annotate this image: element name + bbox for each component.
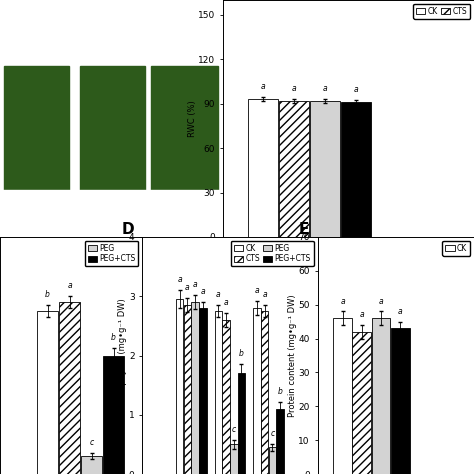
Bar: [222, 320, 230, 474]
Bar: [80, 66, 145, 209]
Text: a: a: [255, 286, 259, 295]
Legend: CK, CTS, PEG, PEG+CTS: CK, CTS, PEG, PEG+CTS: [231, 241, 314, 266]
Text: a: a: [263, 290, 267, 299]
Bar: [149, 190, 220, 218]
Text: a: a: [201, 287, 205, 296]
Bar: [215, 311, 222, 474]
Y-axis label: Chlorophyll b (mg•g⁻¹ DW): Chlorophyll b (mg•g⁻¹ DW): [118, 299, 128, 412]
Bar: [183, 305, 191, 474]
Bar: [276, 409, 284, 474]
Legend: CK, CTS: CK, CTS: [413, 4, 470, 19]
Text: c: c: [270, 429, 274, 438]
Y-axis label: Protein content (mg•g⁻¹ DW): Protein content (mg•g⁻¹ DW): [288, 294, 297, 417]
Bar: [81, 456, 102, 474]
Bar: [103, 356, 124, 474]
Bar: [59, 302, 80, 474]
Text: a: a: [398, 307, 402, 316]
Text: a: a: [67, 282, 72, 290]
Bar: [199, 308, 207, 474]
Text: E: E: [299, 222, 309, 237]
Text: b: b: [111, 333, 116, 342]
Text: b: b: [239, 349, 244, 358]
Bar: [4, 66, 69, 209]
Text: PEG: PEG: [102, 214, 120, 223]
Text: a: a: [216, 290, 220, 299]
Text: a: a: [193, 280, 197, 289]
Bar: [310, 101, 340, 237]
Text: a: a: [185, 283, 190, 292]
Bar: [2, 190, 71, 218]
Bar: [333, 318, 352, 474]
Bar: [248, 99, 278, 237]
Text: a: a: [359, 310, 364, 319]
Bar: [353, 332, 371, 474]
Text: c: c: [90, 438, 94, 447]
Text: b: b: [45, 290, 50, 299]
Text: a: a: [261, 82, 265, 91]
Legend: PEG, PEG+CTS: PEG, PEG+CTS: [84, 241, 138, 266]
Text: CTS: CTS: [31, 214, 49, 223]
Legend: CK: CK: [442, 241, 470, 256]
Bar: [37, 311, 58, 474]
Text: b: b: [278, 387, 283, 396]
Text: a: a: [292, 83, 296, 92]
Text: PEG+CTS: PEG+CTS: [161, 214, 204, 223]
Text: a: a: [353, 85, 358, 94]
Bar: [372, 318, 391, 474]
Bar: [391, 328, 410, 474]
Bar: [341, 102, 371, 237]
Text: a: a: [379, 297, 383, 306]
Bar: [152, 66, 219, 209]
Text: a: a: [224, 298, 228, 307]
Text: D: D: [121, 222, 134, 237]
Bar: [176, 299, 183, 474]
Bar: [191, 302, 199, 474]
Bar: [78, 190, 147, 218]
Bar: [253, 308, 261, 474]
Bar: [238, 374, 245, 474]
Text: a: a: [177, 275, 182, 284]
Bar: [230, 445, 237, 474]
Y-axis label: RWC (%): RWC (%): [188, 100, 197, 137]
Bar: [279, 101, 309, 237]
Text: c: c: [232, 425, 236, 434]
Text: a: a: [340, 297, 345, 306]
Text: a: a: [322, 83, 327, 92]
Bar: [261, 311, 268, 474]
Bar: [269, 447, 276, 474]
